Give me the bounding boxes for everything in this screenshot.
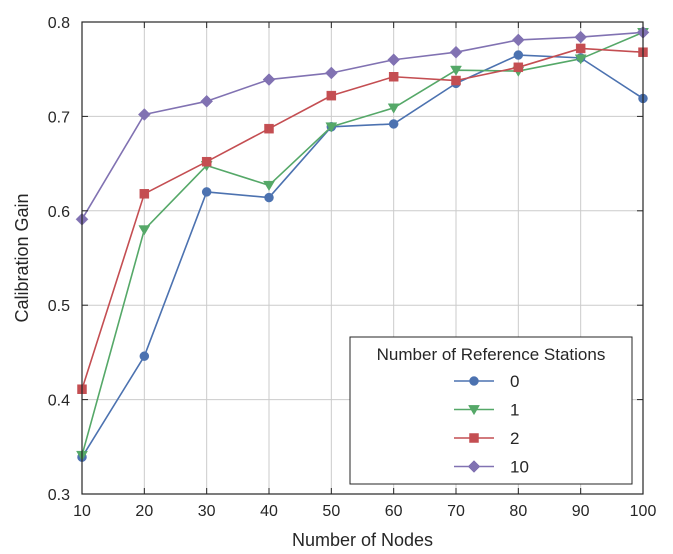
series-line-0 [81,54,644,458]
y-tick-label: 0.6 [48,204,70,221]
legend-marker [469,433,479,443]
legend-label: 2 [510,429,519,448]
data-point [264,192,274,203]
legend-entry: 0 [454,372,519,391]
data-point [325,122,338,133]
series-10 [75,26,650,226]
data-point [201,156,212,167]
x-tick-label: 70 [447,503,465,520]
data-point [201,187,212,197]
data-point [264,123,274,134]
x-tick-label: 80 [509,503,527,520]
data-point [137,108,151,121]
series-line-1 [81,31,644,456]
data-point [574,54,587,65]
data-point [263,180,275,192]
legend-entries: 0 1 2 10 [454,372,529,477]
plot-frame [81,21,644,495]
y-tick-label: 0.8 [48,15,70,32]
legend-marker [469,376,479,386]
legend-box [349,336,633,485]
data-point [451,75,461,86]
x-tick-label: 20 [135,503,153,520]
x-tick-label: 90 [572,503,590,520]
x-tick-label: 10 [73,503,91,520]
x-tick-label: 100 [630,503,657,520]
series-line-2 [81,47,644,390]
data-point [139,189,150,199]
legend-label: 1 [510,401,519,420]
legend-entry: 1 [454,401,519,420]
x-tick-label: 50 [322,503,340,520]
legend-title: Number of Reference Stations [377,345,606,364]
legend: Number of Reference Stations 0 1 2 10 [349,336,633,485]
legend-entry: 2 [454,429,519,448]
data-point [575,43,586,54]
data-point [388,72,399,82]
legend-marker [467,460,481,473]
x-tick-label: 40 [260,503,278,520]
data-point [387,53,401,67]
y-tick-label: 0.7 [48,109,70,126]
y-tick-label: 0.3 [48,487,70,504]
data-point [200,94,214,108]
legend-entry: 10 [454,458,529,477]
data-point [513,62,524,73]
data-point [574,30,588,44]
y-tick-label: 0.5 [48,298,70,315]
tick-marks [81,21,644,495]
data-point [450,65,462,76]
data-point [511,33,525,47]
data-point [388,119,399,129]
x-tick-label: 30 [198,503,216,520]
data-point [513,50,524,60]
data-point [262,73,276,86]
legend-label: 10 [510,458,529,477]
x-tick-label: 60 [385,503,403,520]
legend-label: 0 [510,372,519,391]
data-point [387,103,400,114]
data-point [449,45,463,59]
legend-marker [468,405,480,416]
data-point [326,90,337,101]
x-axis-title: Number of Nodes [292,530,433,550]
data-point [324,66,338,80]
data-point [138,225,151,236]
y-axis-title: Calibration Gain [12,193,32,322]
series-line-10 [81,31,644,220]
data-point [139,351,150,361]
series-1 [76,28,649,462]
y-tick-label: 0.4 [48,393,70,410]
